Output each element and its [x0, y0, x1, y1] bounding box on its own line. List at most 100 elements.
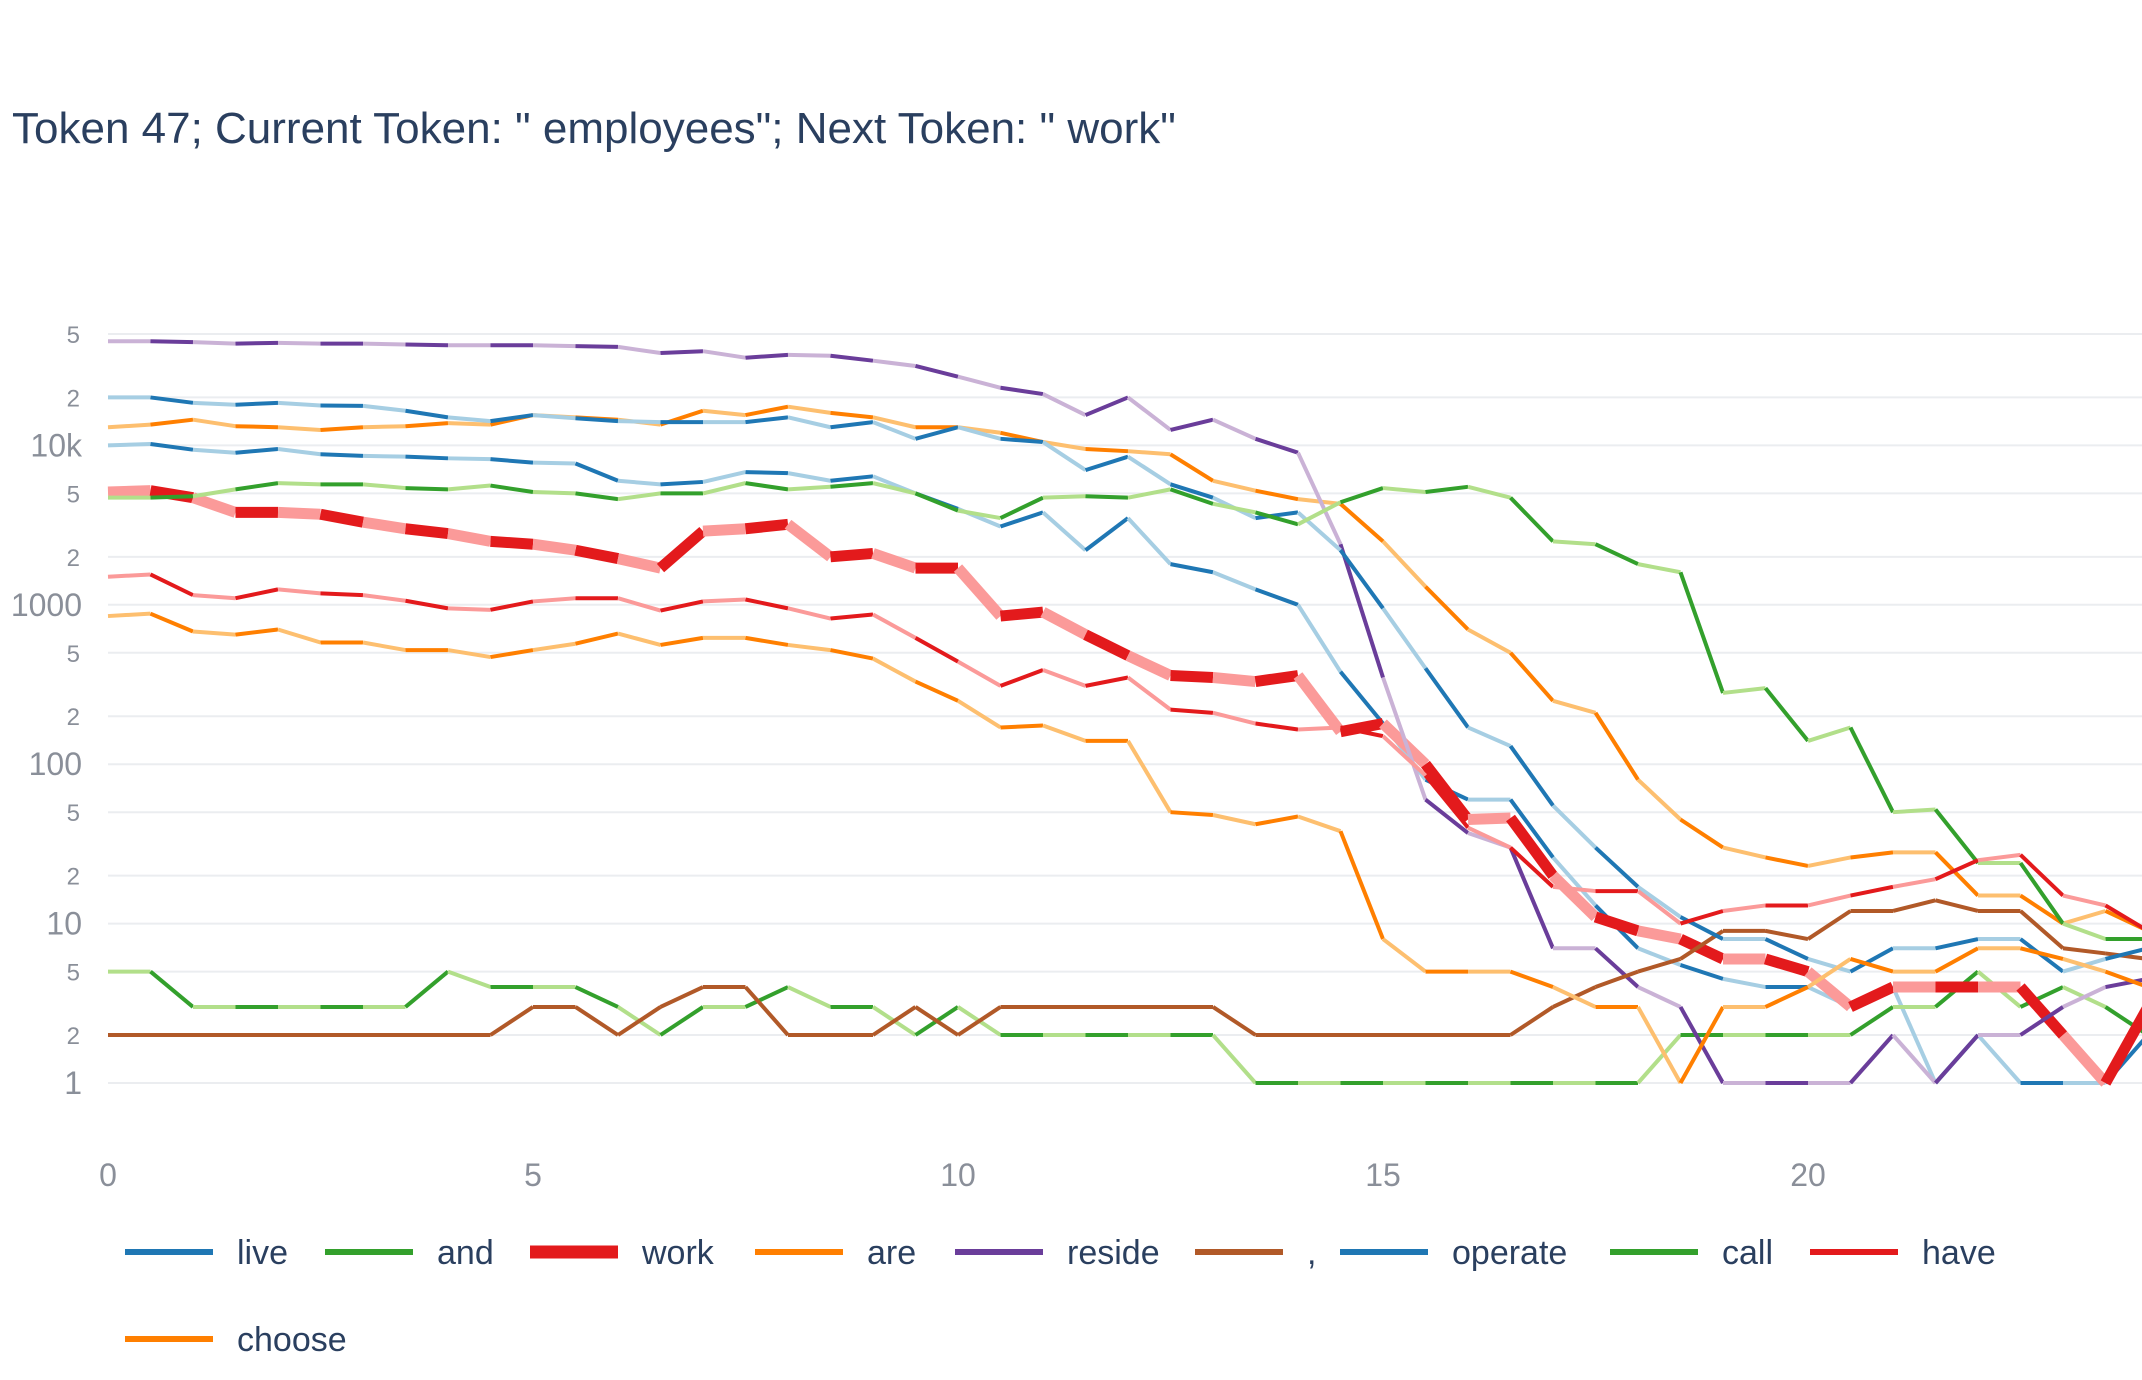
series-segment [1381, 937, 1427, 974]
series-segment [1041, 510, 1087, 552]
series-segment [2062, 985, 2107, 1009]
series-segment [235, 627, 279, 637]
legend-item[interactable]: call [1610, 1234, 1773, 1272]
series-operate [108, 395, 2142, 974]
series-segment [1551, 856, 1597, 907]
series-segment [1679, 909, 1724, 926]
series-segment [1593, 711, 1640, 781]
series-segment [1381, 734, 1427, 777]
series-segment [1467, 725, 1512, 748]
series-segment [404, 523, 449, 540]
series-segment [914, 491, 959, 513]
series-segment [1297, 814, 1342, 834]
legend[interactable]: live and work are reside, operate call have choo… [125, 1234, 1996, 1359]
y-tick-label: 5 [67, 960, 80, 987]
series-segment [447, 483, 491, 492]
series-segment [1085, 446, 1129, 454]
series-segment [1509, 651, 1555, 703]
legend-item[interactable]: work [530, 1234, 715, 1272]
series-segment [277, 481, 321, 487]
series-segment [277, 587, 321, 596]
series-segment [1254, 436, 1299, 455]
series-segment [1552, 884, 1596, 894]
series-segment [1891, 986, 1938, 1084]
series-choose [107, 611, 2142, 1084]
series-segment [2019, 1005, 2065, 1037]
series-segment [957, 425, 1002, 441]
series-segment [235, 587, 279, 601]
series-segment [1551, 804, 1597, 849]
legend-item[interactable]: are [755, 1234, 916, 1272]
series-segment [660, 479, 704, 487]
series-segment [953, 564, 1005, 620]
series-segment [1254, 587, 1299, 607]
series-segment [235, 424, 279, 430]
series-segment [150, 339, 194, 345]
series-segment [2104, 909, 2142, 931]
series-segment [191, 492, 238, 518]
series-segment [1636, 778, 1682, 821]
legend-item[interactable]: choose [125, 1321, 347, 1359]
series-segment [787, 352, 831, 358]
series-segment [1255, 721, 1299, 732]
series-segment [192, 417, 236, 429]
series-segment [617, 596, 662, 613]
series-segment [784, 519, 834, 562]
series-segment [1807, 957, 1852, 974]
series-segment [1552, 539, 1596, 547]
series-segment [1892, 807, 1936, 815]
series-segment [1848, 726, 1895, 814]
legend-item[interactable]: , [1195, 1234, 1316, 1272]
y-tick-label: 2 [67, 864, 80, 891]
legend-label: and [437, 1234, 494, 1272]
series-segment [1934, 946, 1979, 974]
series-segment [2104, 969, 2142, 987]
series-segment [277, 506, 321, 520]
legend-label: operate [1452, 1234, 1567, 1272]
series-segment [405, 421, 449, 429]
series-segment [320, 452, 364, 458]
series-segment [1293, 672, 1345, 735]
series-segment [830, 420, 874, 430]
legend-item[interactable]: live [125, 1234, 288, 1272]
series-segment [150, 494, 194, 500]
series-segment [660, 635, 704, 647]
legend-item[interactable]: have [1810, 1234, 1996, 1272]
legend-item[interactable]: operate [1340, 1234, 1567, 1272]
series-segment [575, 491, 619, 502]
series-segment [490, 483, 534, 495]
series-segment [872, 420, 917, 441]
series-segment [787, 642, 831, 653]
series-segment [872, 656, 917, 684]
series-segment [1339, 486, 1384, 505]
legend-item[interactable]: and [325, 1234, 494, 1272]
series-segment [1255, 814, 1299, 827]
series-segment [744, 985, 790, 1037]
series-segment [1552, 698, 1597, 715]
series-segment [532, 460, 576, 466]
series-segment [872, 415, 916, 430]
series-segment [1126, 739, 1173, 814]
series-segment [404, 970, 450, 1009]
series-segment [1636, 889, 1682, 926]
series-segment [362, 403, 406, 413]
legend-item[interactable]: reside [955, 1234, 1160, 1272]
series-segment [1508, 846, 1555, 950]
series-segment [745, 404, 789, 418]
series-segment [1765, 928, 1809, 942]
x-tick-label: 15 [1365, 1157, 1401, 1193]
series-reside [108, 339, 2142, 1085]
chart-title: Token 47; Current Token: " employees"; N… [12, 104, 1176, 153]
series-and [108, 969, 2142, 1085]
series-segment [1636, 925, 1682, 945]
series-segment [871, 548, 918, 574]
series-segment [490, 599, 534, 612]
series-segment [915, 364, 959, 379]
series-segment [1212, 417, 1257, 441]
series-segment [702, 481, 746, 496]
legend-label: are [867, 1234, 916, 1272]
series-segment [1891, 1033, 1937, 1085]
series-segment [1041, 440, 1087, 472]
legend-label: call [1722, 1234, 1773, 1272]
series-segment [574, 985, 619, 1009]
